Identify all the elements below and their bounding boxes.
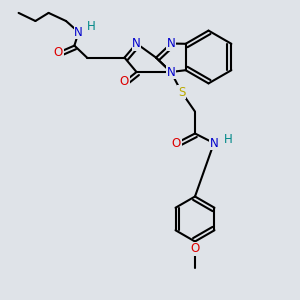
Text: N: N: [167, 37, 176, 50]
Text: O: O: [172, 136, 181, 150]
Text: N: N: [209, 136, 218, 150]
Text: O: O: [54, 46, 63, 59]
Text: N: N: [132, 37, 141, 50]
Text: O: O: [120, 75, 129, 88]
Text: N: N: [74, 26, 83, 39]
Text: H: H: [87, 20, 96, 33]
Text: O: O: [190, 242, 200, 256]
Text: S: S: [178, 85, 185, 99]
Text: N: N: [167, 65, 176, 79]
Text: H: H: [224, 133, 233, 146]
